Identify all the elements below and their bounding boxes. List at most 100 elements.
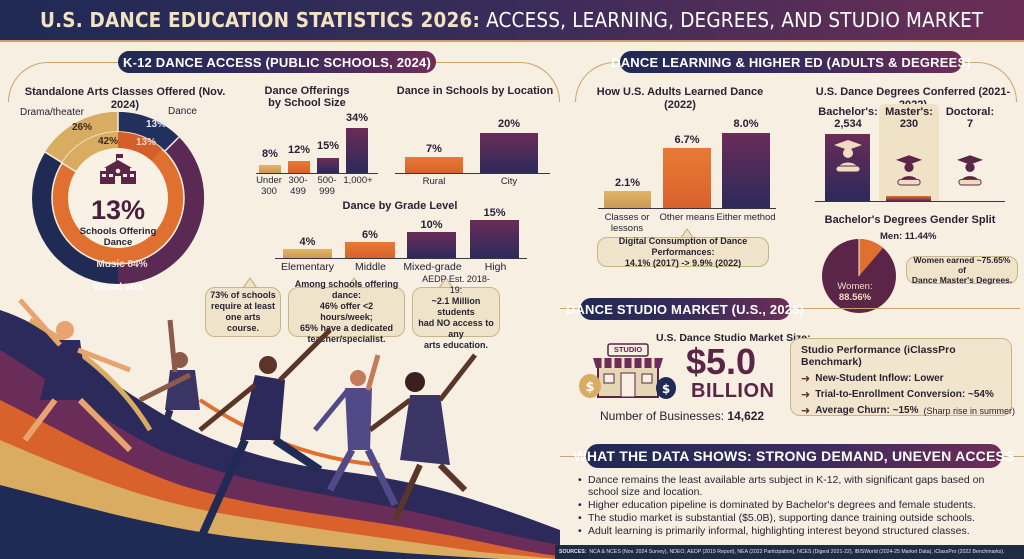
studio-storefront-icon: $ $ <box>579 343 676 399</box>
digital-callout-tail <box>680 228 694 239</box>
adults-cat-0: Classes or lessons <box>598 212 656 234</box>
location-cat-city: City <box>500 176 518 187</box>
size-bars: 8% 12% 15% 34% <box>256 112 378 173</box>
callout-2-l3: 65% have a dedicated <box>299 323 394 333</box>
donut-label-drama: Drama/theater <box>20 107 84 118</box>
size-cat-2-l1: 500- <box>317 175 337 186</box>
grade-cat-3: High <box>484 261 507 273</box>
grade-bar-middle <box>345 242 395 258</box>
summary-bullet-2: The studio market is substantial ($5.0B)… <box>576 512 1016 524</box>
donut-visual-label: Visual arts <box>92 282 144 293</box>
masters-callout-l2: Dance Master's Degrees. <box>911 275 1013 285</box>
degrees-axis <box>815 201 1005 202</box>
graduate-icon-masters <box>896 155 922 186</box>
grade-val-2: 10% <box>420 219 443 231</box>
page-title-rest: ACCESS, LEARNING, DEGREES, AND STUDIO MA… <box>480 8 984 32</box>
performance-row-2-note: (Sharp rise in summer) <box>923 405 1016 416</box>
sources-text: NCA & NCES (Nov. 2024 Survey), NDEO, AED… <box>589 549 1005 555</box>
size-chart-title-1: Dance Offerings <box>264 85 350 97</box>
size-cat-3-l1: 1,000+ <box>343 175 373 186</box>
svg-text:$: $ <box>585 380 594 395</box>
sources-footer: SOURCES: NCA & NCES (Nov. 2024 Survey), N… <box>555 545 1024 559</box>
callout-3-l4: arts education. <box>423 339 488 350</box>
size-val-3: 34% <box>345 112 369 124</box>
adults-axis <box>598 208 776 209</box>
callout-aedp: AEDP Est. 2018-19: ~2.1 Million students… <box>412 274 500 350</box>
performance-row-0: ➜ New-Student Inflow: Lower <box>801 372 1001 385</box>
callout-3-l2: ~2.1 Million students <box>431 295 481 317</box>
performance-row-1: ➜ Trial-to-Enrollment Conversion: ~54% <box>801 388 1001 401</box>
doctoral-value: 7 <box>966 118 974 130</box>
location-val-rural: 7% <box>426 143 442 155</box>
location-val-city: 20% <box>497 118 521 130</box>
masters-women-callout: Women earned ~75.65% of Dance Master's D… <box>906 255 1018 285</box>
summary-list: Dance remains the least available arts s… <box>576 474 1016 538</box>
size-chart-title-2: by School Size <box>268 97 346 109</box>
summary-bullet-0: Dance remains the least available arts s… <box>576 474 1016 498</box>
size-cat-2: 500- 999 <box>312 175 342 197</box>
callout-2-tail <box>347 277 361 288</box>
grade-cat-2: Mixed-grade <box>403 261 462 273</box>
masters-label-text: Master's: <box>885 106 933 118</box>
masters-bar <box>886 196 931 201</box>
digital-consumption-callout: Digital Consumption of Dance Performance… <box>597 235 769 268</box>
grade-val-0: 4% <box>299 236 316 248</box>
size-cat-0: Under 300 <box>254 175 284 197</box>
size-cat-1-l1: 300- <box>288 175 308 186</box>
summary-banner: WHAT THE DATA SHOWS: STRONG DEMAND, UNEV… <box>573 444 1014 468</box>
digital-callout-l2: 14.1% (2017) -> 9.9% (2022) <box>624 257 742 268</box>
svg-text:$: $ <box>662 382 670 396</box>
performance-row-0-text: New-Student Inflow: Lower <box>815 373 944 384</box>
performance-title: Studio Performance (iClassPro Benchmark) <box>801 344 956 368</box>
donut-outer-dance-pct: 13% <box>146 119 167 130</box>
masters-label: Master's: 230 <box>879 106 939 130</box>
title-bar: U.S. DANCE EDUCATION STATISTICS 2026: AC… <box>0 0 1024 42</box>
arts-donut-chart: 26% 13% 42% 13% 13% Schools Offering Dan… <box>22 102 214 294</box>
masters-value: 230 <box>899 118 919 130</box>
location-bar-rural <box>405 157 463 173</box>
gender-women-label: Women: 88.56% <box>830 281 880 303</box>
arrow-right-icon: ➜ <box>801 373 811 385</box>
masters-callout-l1: Women earned ~75.65% of <box>913 255 1011 275</box>
size-val-2: 15% <box>316 140 340 152</box>
adults-cat-0-l2: lessons <box>610 223 644 234</box>
page-title: U.S. DANCE EDUCATION STATISTICS 2026: AC… <box>40 8 983 32</box>
bachelors-label: Bachelor's: 2,534 <box>818 106 878 130</box>
size-cat-0-l1: Under <box>256 175 282 186</box>
callout-2-l2: 46% offer <2 hours/week; <box>319 301 374 322</box>
grade-cat-1: Middle <box>355 261 386 273</box>
gender-women-l2: 88.56% <box>838 292 872 303</box>
arrow-right-icon: ➜ <box>801 405 811 417</box>
callout-1-text: 73% of schools require at least one arts… <box>210 290 276 333</box>
donut-title: Standalone Arts Classes Offered (Nov. 20… <box>24 86 226 111</box>
digital-callout-l1: Digital Consumption of Dance Performance… <box>618 235 748 257</box>
donut-inner-dance-pct: 13% <box>136 137 157 148</box>
grade-bar-elementary <box>283 249 332 258</box>
donut-label-dance: Dance <box>168 106 197 117</box>
location-chart-title: Dance in Schools by Location <box>396 85 554 97</box>
market-size-unit: BILLION <box>691 380 775 402</box>
callout-3-tail <box>439 277 453 288</box>
grade-bar-high <box>470 220 519 258</box>
adults-val-1: 6.7% <box>674 134 700 146</box>
studio-icon-group: $ $ STUDIO <box>578 340 678 400</box>
donut-center-label-1: Schools Offering <box>79 226 157 237</box>
dancers-art <box>0 298 560 559</box>
location-cat-rural: Rural <box>422 176 446 187</box>
gender-men-label: Men: 11.44% <box>880 231 937 242</box>
grade-cat-0: Elementary <box>280 261 335 273</box>
donut-outer-drama-pct: 26% <box>72 122 93 133</box>
grade-val-1: 6% <box>362 229 378 241</box>
grade-axis <box>275 258 527 259</box>
size-cat-1-l2: 499 <box>290 186 306 197</box>
callout-dance-hours: Among schools offering dance: 46% offer … <box>288 279 405 344</box>
doctoral-label-text: Doctoral: <box>945 106 995 118</box>
graduate-icon-doctoral <box>957 155 983 186</box>
adults-cat-0-l1: Classes or <box>604 212 650 223</box>
location-axis <box>395 173 550 174</box>
summary-bullet-1: Higher education pipeline is dominated b… <box>576 499 1016 511</box>
performance-row-1-text: Trial-to-Enrollment Conversion: ~54% <box>815 389 994 400</box>
grade-val-3: 15% <box>483 207 506 219</box>
adults-val-0: 2.1% <box>614 177 641 189</box>
size-cat-3: 1,000+ <box>340 175 376 186</box>
